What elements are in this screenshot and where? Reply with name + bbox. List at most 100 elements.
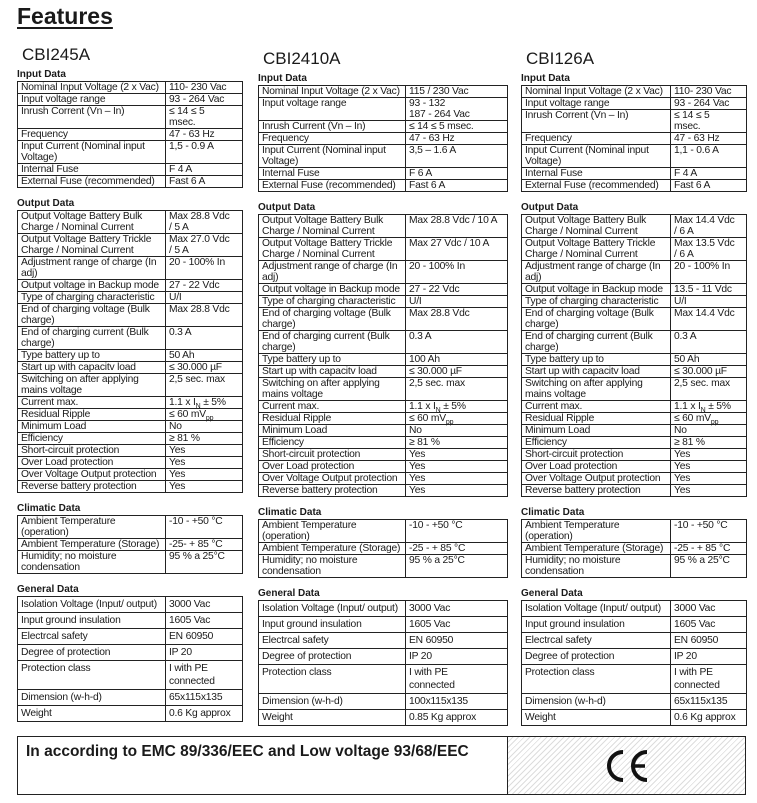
value-tolerance: ± 5% [203,397,226,408]
spec-label: Input ground insulation [17,612,166,629]
spec-label: Input ground insulation [521,616,671,633]
spec-row: External Fuse (recommended) Fast 6 A [521,179,747,192]
spec-value: ≥ 81 % [405,436,508,449]
spec-value: Yes [670,460,747,473]
spec-row: Dimension (w-h-d) 65x115x135 [521,693,747,710]
spec-label: Ambient Temperature (Storage) [521,542,671,555]
spec-label: Input Current (Nominal input Voltage) [17,140,166,164]
spec-row: Short-circuit protection Yes [258,448,508,461]
spec-value: 0.3 A [405,330,508,354]
spec-label: Efficiency [258,436,406,449]
section-spacer [521,192,746,202]
spec-label: Over Load protection [521,460,671,473]
spec-row: Reverse battery protection Yes [258,484,508,497]
spec-label: Short-circuit protection [17,444,166,457]
spec-row: Residual Ripple ≤ 60 mVpp [17,408,243,422]
spec-value: Yes [165,480,243,493]
value-subscript: pp [445,419,454,427]
spec-row: Input Current (Nominal input Voltage) 1,5… [17,140,243,164]
spec-value: I with PE connected [405,664,508,694]
spec-row: Output voltage in Backup mode 27 - 22 Vdc [17,279,243,292]
spec-row: Protection class I with PE connected [258,664,508,694]
spec-label: Reverse battery protection [17,480,166,493]
value-text: 1.1 x I [674,401,701,412]
value-subscript: pp [710,419,719,427]
spec-value: 0.3 A [165,326,243,350]
spec-row: Electrcal safety EN 60950 [258,632,508,649]
spec-row: Input ground insulation 1605 Vac [521,616,747,633]
spec-label: Ambient Temperature (Storage) [258,542,406,555]
spec-value: 3000 Vac [670,600,747,617]
spec-value: ≤ 30.000 µF [165,361,243,374]
spec-label: Inrush Corrent (Vn – In) [17,105,166,129]
value-text: ≤ 60 mV [674,413,711,424]
spec-label: Adjustment range of charge (In adj) [258,260,406,284]
spec-row: Nominal Input Voltage (2 x Vac) 110- 230 … [17,81,243,94]
spec-label: Protection class [17,660,166,690]
spec-label: Type battery up to [17,349,166,362]
section-title: Output Data [258,202,316,213]
spec-label: Efficiency [521,436,671,449]
spec-row: Output voltage in Backup mode 13.5 - 11 V… [521,283,747,296]
spec-value: 95 % a 25°C [405,554,508,578]
spec-value: 115 / 230 Vac [405,85,508,98]
spec-label: Humidity; no moisture condensation [258,554,406,578]
spec-value: -10 - +50 °C [165,515,243,539]
spec-value: IP 20 [405,648,508,665]
compliance-text: In according to EMC 89/336/EEC and Low v… [18,737,508,794]
spec-row: Weight 0.6 Kg approx [521,709,747,726]
spec-label: Type of charging characteristic [258,295,406,308]
spec-row: Output Voltage Battery Trickle Charge / … [258,237,508,261]
spec-label: Degree of protection [17,644,166,661]
spec-label: Minimum Load [17,420,166,433]
spec-value: Yes [165,468,243,481]
spec-row: Output Voltage Battery Bulk Charge / Nom… [258,214,508,238]
spec-label: Type battery up to [521,353,671,366]
spec-label: Input voltage range [17,93,166,106]
spec-label: Frequency [521,132,671,145]
spec-row: Current max. 1.1 x IN ± 5% [521,400,747,415]
spec-row: Output Voltage Battery Trickle Charge / … [521,237,747,261]
spec-value: Fast 6 A [670,179,747,192]
value-tolerance: ± 5% [708,401,731,412]
spec-row: Minimum Load No [258,424,508,437]
spec-value: Yes [670,484,747,497]
spec-label: Protection class [258,664,406,694]
spec-value: EN 60950 [165,628,243,645]
section-title: Input Data [258,73,307,84]
spec-label: Electrcal safety [17,628,166,645]
spec-row: Minimum Load No [521,424,747,437]
value-subscript: N [700,407,706,415]
spec-label: Current max. [258,400,406,413]
spec-value: IP 20 [670,648,747,665]
spec-row: Output Voltage Battery Trickle Charge / … [17,233,243,257]
spec-label: Minimum Load [521,424,671,437]
spec-row: Ambient Temperature (operation) -10 - +50… [258,519,508,543]
spec-row: End of charging current (Bulk charge) 0.3… [17,326,243,350]
spec-value: ≤ 60 mVpp [405,412,508,427]
spec-row: Electrcal safety EN 60950 [521,632,747,649]
ce-mark-area [508,737,745,794]
spec-label: End of charging current (Bulk charge) [17,326,166,350]
spec-table: Isolation Voltage (Input/ output) 3000 Va… [17,596,243,722]
spec-table: Ambient Temperature (operation) -10 - +50… [258,519,508,578]
spec-value: No [670,424,747,437]
spec-label: Dimension (w-h-d) [258,693,406,710]
spec-table: Nominal Input Voltage (2 x Vac) 110- 230 … [17,81,243,188]
spec-label: Internal Fuse [17,163,166,176]
spec-row: Start up with capacitv load ≤ 30.000 µF [258,365,508,378]
spec-label: Weight [258,709,406,726]
spec-row: Over Voltage Output protection Yes [521,472,747,485]
spec-label: Ambient Temperature (operation) [17,515,166,539]
spec-label: Output Voltage Battery Trickle Charge / … [17,233,166,257]
spec-table: Nominal Input Voltage (2 x Vac) 115 / 230… [258,85,508,192]
spec-value: Max 14.4 Vdc / 6 A [670,214,747,238]
spec-row: Inrush Corrent (Vn – In) ≤ 14 ≤ 5 msec. [17,105,243,129]
spec-label: Switching on after applying mains voltag… [521,377,671,401]
spec-value: Yes [670,472,747,485]
spec-table: Nominal Input Voltage (2 x Vac) 110- 230 … [521,85,747,192]
spec-value: Yes [405,484,508,497]
spec-row: Output Voltage Battery Bulk Charge / Nom… [17,210,243,234]
spec-row: Residual Ripple ≤ 60 mVpp [521,412,747,427]
section-spacer [521,578,746,588]
